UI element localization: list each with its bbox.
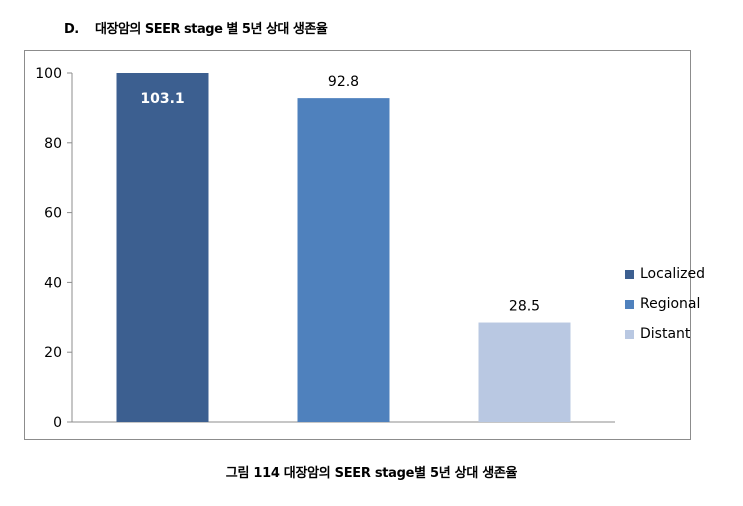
legend-swatch: [625, 329, 634, 339]
y-tick-label: 100: [35, 66, 62, 82]
y-tick-label: 80: [44, 136, 62, 152]
bar-regional: [297, 98, 390, 423]
y-tick-label: 60: [44, 206, 62, 222]
legend-swatch: [625, 299, 634, 309]
figure-caption: 그림 114 대장암의 SEER stage별 5년 상대 생존율: [225, 466, 518, 481]
chart-frame: 0 20 40 60 80 100 103.1 92.8 28.5 Localized Regio…: [24, 50, 705, 440]
y-tick-label: 40: [44, 275, 62, 291]
data-label-regional: 92.8: [328, 74, 359, 90]
panel-letter: D.: [64, 22, 79, 37]
bar-distant: [478, 322, 571, 422]
y-tick-label: 0: [53, 415, 62, 431]
legend-label: Localized: [640, 266, 706, 282]
panel-title-text: 대장암의 SEER stage 별 5년 상대 생존율: [95, 22, 328, 37]
legend-item-localized: Localized: [625, 259, 705, 289]
legend-label: Regional: [640, 296, 701, 312]
legend-item-distant: Distant: [625, 319, 705, 349]
legend-label: Distant: [640, 326, 691, 342]
data-label-localized: 103.1: [140, 91, 184, 107]
bar-localized: [116, 73, 209, 422]
y-tick-label: 20: [44, 345, 62, 361]
bar-chart: 0 20 40 60 80 100 103.1 92.8 28.5: [35, 66, 615, 431]
legend-item-regional: Regional: [625, 289, 705, 319]
legend-swatch: [625, 269, 634, 279]
panel-title: D. 대장암의 SEER stage 별 5년 상대 생존율: [64, 18, 328, 37]
data-label-distant: 28.5: [509, 299, 540, 315]
chart-legend: Localized Regional Distant: [625, 259, 705, 349]
